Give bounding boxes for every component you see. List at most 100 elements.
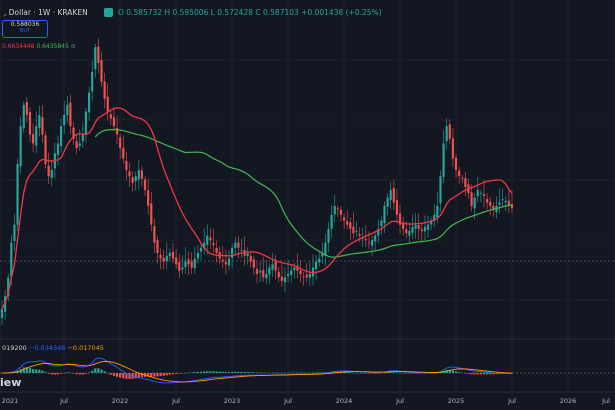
- brand-logo[interactable]: iew: [0, 376, 22, 389]
- time-axis-label: 2023: [223, 397, 241, 405]
- time-axis[interactable]: 2021 Jul 2022 Jul 2023 Jul 2024 Jul 2025 Jul 2026 J…: [0, 392, 615, 410]
- candle: [193, 246, 196, 274]
- time-axis-label: 2022: [111, 397, 129, 405]
- macd-bar: [63, 373, 66, 374]
- square-badge-icon[interactable]: [104, 8, 113, 17]
- candle: [209, 228, 212, 249]
- macd-bar: [482, 373, 486, 375]
- candle: [234, 236, 237, 256]
- candle: [81, 122, 84, 148]
- macd-bar: [349, 372, 352, 374]
- candle: [187, 251, 190, 275]
- macd-bar: [451, 370, 455, 373]
- macd-bar: [252, 372, 255, 373]
- candle: [16, 158, 19, 232]
- macd-bar: [153, 373, 156, 377]
- candle: [137, 159, 140, 190]
- macd-bar: [305, 372, 308, 374]
- macd-bar: [386, 372, 389, 373]
- macd-bar: [59, 373, 63, 374]
- macd-bar: [473, 373, 476, 375]
- macd-bar: [433, 373, 436, 374]
- macd-bar: [392, 372, 395, 373]
- candle: [134, 171, 137, 191]
- candle: [171, 243, 175, 264]
- macd-bar: [408, 373, 411, 374]
- candle: [336, 205, 339, 217]
- buy-button[interactable]: 0.588036 BUY: [2, 20, 48, 38]
- candle: [314, 255, 318, 280]
- macd-bar: [370, 373, 374, 374]
- macd-bar: [41, 370, 44, 373]
- candle: [50, 159, 53, 187]
- macd-bar: [454, 371, 458, 373]
- candle: [199, 244, 203, 260]
- macd-bar: [255, 372, 259, 374]
- candle: [402, 216, 405, 236]
- candle: [125, 151, 128, 181]
- macd-bar: [175, 373, 178, 374]
- time-axis-label: 2026: [559, 397, 577, 405]
- candle: [41, 105, 44, 143]
- macd-bar: [231, 371, 234, 373]
- candle: [35, 111, 38, 154]
- candles: [0, 38, 514, 325]
- candle: [302, 271, 305, 286]
- candle: [464, 172, 467, 197]
- macd-bar: [486, 373, 489, 375]
- macd-bar: [134, 373, 137, 379]
- candle: [476, 177, 479, 203]
- macd-bar: [414, 373, 417, 374]
- time-axis-label: Jul: [508, 397, 516, 405]
- candle: [386, 193, 389, 216]
- candle: [32, 123, 35, 153]
- candle: [355, 221, 358, 237]
- candle: [249, 251, 252, 268]
- symbol-title[interactable]: , Dollar · 1W · KRAKEN: [4, 8, 88, 17]
- candle: [112, 106, 116, 132]
- candle: [352, 212, 355, 239]
- macd-bar: [389, 372, 392, 373]
- candle: [451, 128, 455, 168]
- macd-bar: [196, 371, 200, 373]
- candle: [510, 190, 514, 214]
- candle: [19, 116, 22, 174]
- macd-bar: [464, 373, 467, 374]
- candle: [203, 228, 206, 255]
- buy-label: BUY: [19, 28, 31, 34]
- macd-bar: [246, 372, 249, 373]
- candle: [28, 106, 32, 143]
- macd-bar: [109, 373, 112, 375]
- candle: [140, 166, 144, 187]
- candle: [454, 153, 458, 178]
- macd-bar: [66, 372, 69, 373]
- macd-bar: [492, 373, 495, 375]
- candle: [159, 248, 162, 270]
- macd-bar: [448, 369, 451, 373]
- candle: [342, 213, 346, 230]
- candle: [78, 129, 81, 151]
- candle: [324, 234, 327, 266]
- macd-bar: [32, 369, 35, 373]
- macd-bar: [467, 373, 470, 374]
- macd-bar: [56, 373, 60, 375]
- candle: [408, 222, 411, 244]
- macd-bar: [218, 371, 221, 373]
- hide-indicator-icon[interactable]: ⊘: [70, 43, 76, 50]
- macd-bar: [377, 373, 380, 374]
- candle: [423, 215, 427, 241]
- macd-bar: [122, 373, 125, 379]
- macd-bar: [311, 372, 315, 374]
- macd-bar: [374, 373, 377, 374]
- candle: [296, 253, 299, 278]
- candle: [327, 222, 330, 252]
- candle: [501, 188, 504, 207]
- macd-bar: [72, 373, 75, 374]
- macd-bar: [137, 373, 140, 378]
- macd-bar: [22, 367, 25, 373]
- macd-value-0: 019200: [2, 344, 27, 352]
- macd-bar: [150, 373, 153, 377]
- macd-bar: [287, 372, 290, 374]
- candle: [392, 179, 395, 210]
